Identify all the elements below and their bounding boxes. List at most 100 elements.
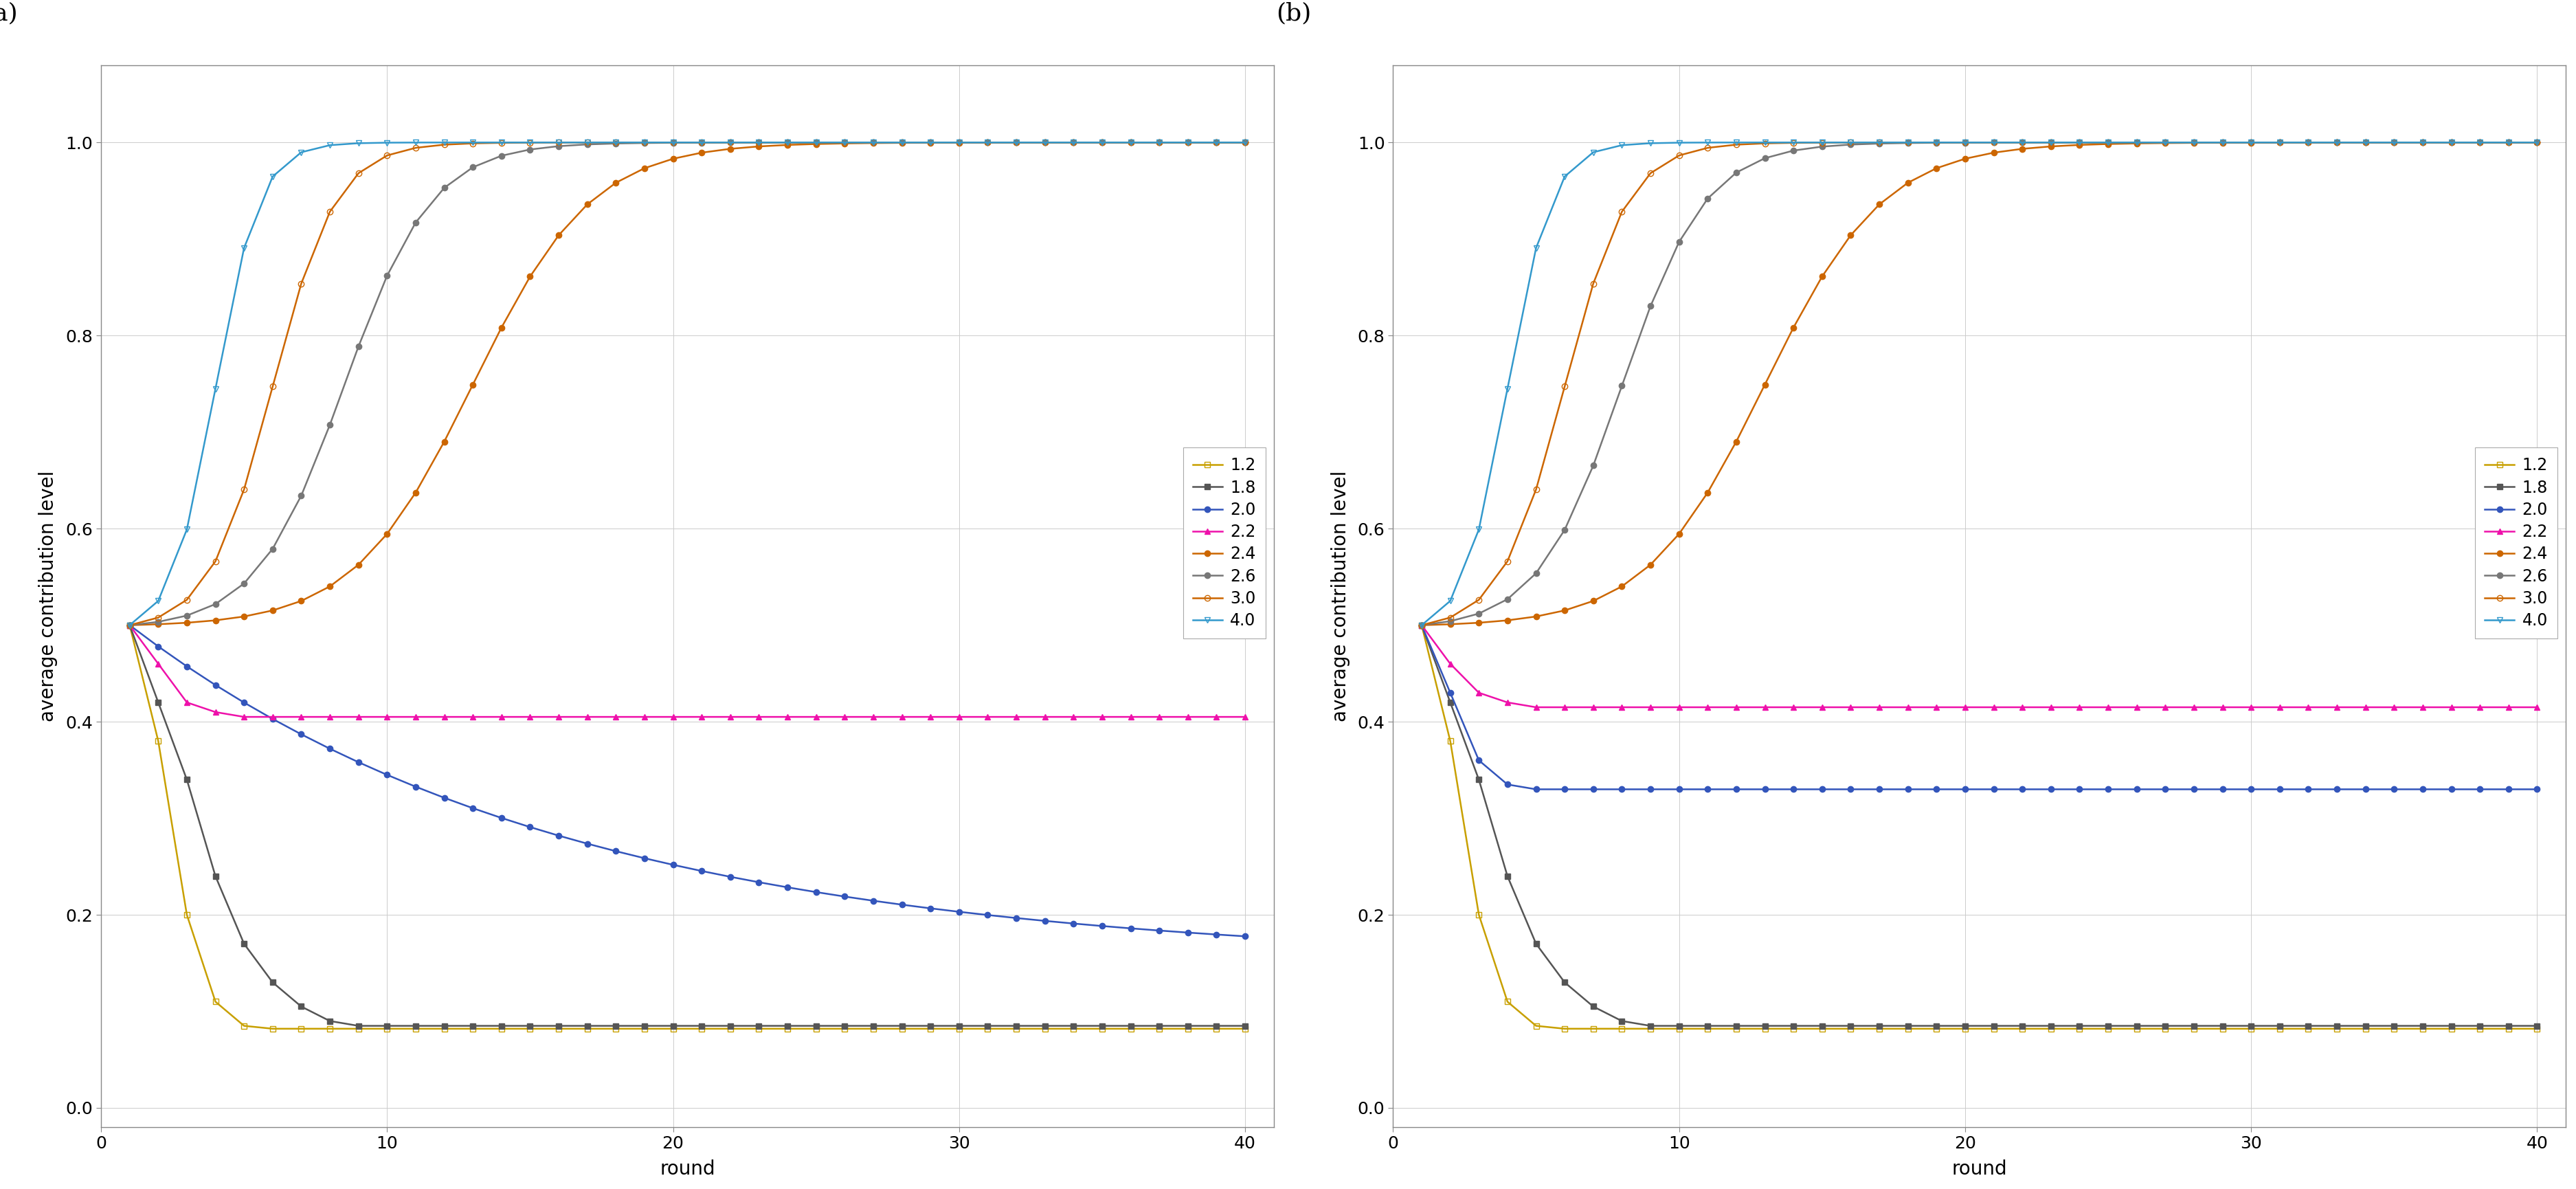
4.0 — [399, 136, 430, 150]
Line: 2.6: 2.6 — [126, 139, 1247, 628]
1.2 — [1749, 1021, 1780, 1036]
4.0 — [1865, 136, 1896, 150]
3.0 — [1144, 136, 1175, 150]
2.4 — [1922, 161, 1953, 175]
3.0 — [544, 136, 574, 150]
2.6 — [2522, 136, 2553, 150]
2.6 — [1749, 151, 1780, 165]
1.2 — [1834, 1021, 1865, 1036]
1.2 — [1115, 1021, 1146, 1036]
1.2 — [428, 1021, 459, 1036]
1.2 — [1777, 1021, 1808, 1036]
2.0 — [314, 742, 345, 756]
2.0 — [2007, 782, 2038, 797]
1.8 — [629, 1019, 659, 1033]
4.0 — [2293, 136, 2324, 150]
2.0 — [1548, 782, 1579, 797]
2.2 — [657, 710, 688, 724]
1.8 — [544, 1019, 574, 1033]
1.8 — [173, 773, 204, 787]
2.4 — [2120, 137, 2151, 151]
1.8 — [2378, 1019, 2409, 1033]
1.8 — [2151, 1019, 2182, 1033]
2.4 — [714, 141, 744, 156]
3.0 — [2236, 136, 2267, 150]
2.4 — [1002, 136, 1033, 150]
4.0 — [459, 136, 489, 150]
2.4 — [1548, 603, 1579, 617]
1.2 — [173, 907, 204, 921]
2.4 — [2007, 141, 2038, 156]
2.0 — [2236, 782, 2267, 797]
2.6 — [286, 489, 317, 503]
1.2 — [2406, 1021, 2437, 1036]
2.0 — [2293, 782, 2324, 797]
2.2 — [1059, 710, 1090, 724]
3.0 — [201, 554, 232, 568]
2.2 — [858, 710, 889, 724]
2.4 — [399, 485, 430, 499]
2.0 — [544, 829, 574, 843]
1.8 — [1664, 1019, 1695, 1033]
1.8 — [1059, 1019, 1090, 1033]
2.4 — [2378, 136, 2409, 150]
2.4 — [2465, 136, 2496, 150]
2.0 — [572, 837, 603, 851]
2.2 — [685, 710, 716, 724]
2.2 — [801, 710, 832, 724]
2.0 — [1115, 921, 1146, 936]
1.2 — [2120, 1021, 2151, 1036]
1.2 — [2378, 1021, 2409, 1036]
2.6 — [773, 136, 804, 150]
2.6 — [343, 339, 374, 353]
2.2 — [487, 710, 518, 724]
4.0 — [2120, 136, 2151, 150]
2.4 — [1893, 176, 1924, 190]
4.0 — [1806, 136, 1837, 150]
2.6 — [2208, 136, 2239, 150]
2.0 — [1200, 927, 1231, 942]
1.8 — [201, 869, 232, 883]
3.0 — [1721, 138, 1752, 152]
Line: 1.8: 1.8 — [126, 622, 1247, 1028]
2.0 — [201, 678, 232, 692]
1.2 — [685, 1021, 716, 1036]
2.6 — [1463, 606, 1494, 621]
2.6 — [829, 136, 860, 150]
2.2 — [258, 710, 289, 724]
2.4 — [971, 136, 1002, 150]
2.2 — [1636, 700, 1667, 715]
2.2 — [201, 705, 232, 719]
2.6 — [1030, 136, 1061, 150]
1.8 — [2179, 1019, 2210, 1033]
4.0 — [113, 618, 144, 633]
3.0 — [428, 138, 459, 152]
4.0 — [2151, 136, 2182, 150]
1.8 — [572, 1019, 603, 1033]
2.0 — [113, 618, 144, 633]
2.4 — [1406, 618, 1437, 633]
2.2 — [1002, 710, 1033, 724]
2.6 — [2494, 136, 2524, 150]
2.4 — [1115, 136, 1146, 150]
4.0 — [2321, 136, 2352, 150]
1.2 — [1463, 907, 1494, 921]
2.0 — [487, 811, 518, 825]
1.2 — [258, 1021, 289, 1036]
1.8 — [2264, 1019, 2295, 1033]
1.8 — [1579, 1000, 1610, 1014]
2.4 — [657, 151, 688, 165]
Line: 2.0: 2.0 — [1419, 622, 2540, 792]
2.4 — [2208, 136, 2239, 150]
2.0 — [2264, 782, 2295, 797]
2.4 — [1229, 136, 1260, 150]
2.2 — [1721, 700, 1752, 715]
2.4 — [1806, 270, 1837, 284]
4.0 — [544, 136, 574, 150]
2.6 — [487, 149, 518, 163]
2.2 — [971, 710, 1002, 724]
2.2 — [914, 710, 945, 724]
4.0 — [173, 522, 204, 536]
2.2 — [142, 656, 173, 671]
1.8 — [1749, 1019, 1780, 1033]
